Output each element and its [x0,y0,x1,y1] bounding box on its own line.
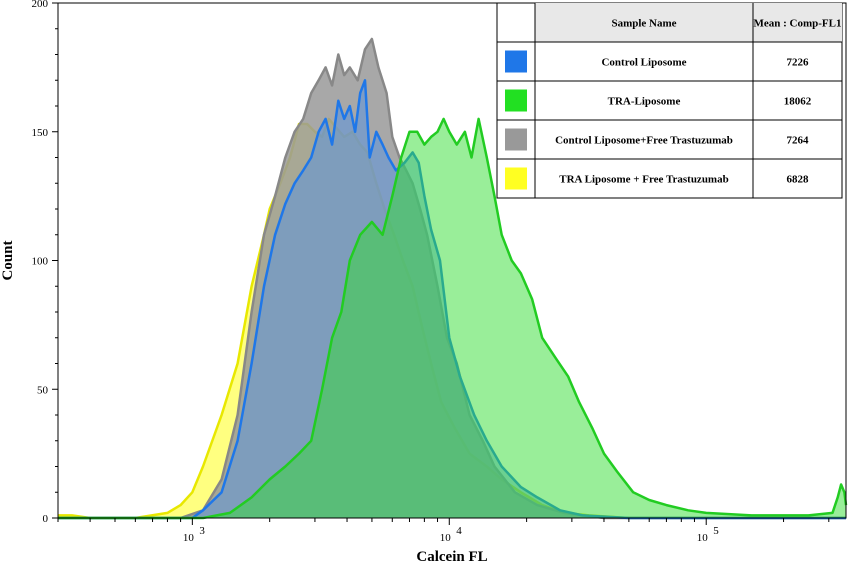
legend-swatch [505,89,527,112]
series-line-tra [58,117,848,520]
y-tick-label: 100 [32,256,49,268]
x-axis: 10 3 10 4 10 5 [57,518,830,544]
series-layer [58,37,848,520]
legend-mean-value: 18062 [784,96,812,108]
legend-header-name: Sample Name [611,18,676,30]
legend-header-value: Mean : Comp-FL1 [754,18,842,30]
legend-sample-name: Control Liposome+Free Trastuzumab [555,135,733,147]
legend-mean-value: 7264 [787,135,810,147]
x-tick-exponent: 3 [199,525,205,537]
y-tick-label: 50 [37,384,49,396]
legend-swatch [505,167,527,190]
legend-sample-name: Control Liposome [601,57,686,69]
y-tick-label: 0 [43,513,49,525]
legend-sample-name: TRA Liposome + Free Trastuzumab [559,174,728,186]
y-axis: 0 50 100 150 200 [32,0,58,525]
legend-swatch [505,128,527,151]
x-axis-title: Calcein FL [416,549,487,565]
x-tick-label: 10 [183,532,195,544]
x-tick-exponent: 5 [713,525,719,537]
legend-header-bg [535,3,842,42]
y-tick-label: 200 [32,0,49,10]
series-area-tra [58,118,846,519]
legend-mean-value: 6828 [787,174,810,186]
legend-mean-value: 7226 [787,57,810,69]
y-tick-label: 150 [32,127,49,139]
legend-sample-name: TRA-Liposome [608,96,681,108]
x-tick-exponent: 4 [456,525,462,537]
legend-swatch [505,50,527,73]
series-area-control [58,80,846,519]
legend-table: Sample Name Mean : Comp-FL1 Control Liposo… [496,2,843,199]
x-tick-label: 10 [697,532,709,544]
y-axis-title: Count [0,240,16,280]
x-tick-label: 10 [440,532,452,544]
